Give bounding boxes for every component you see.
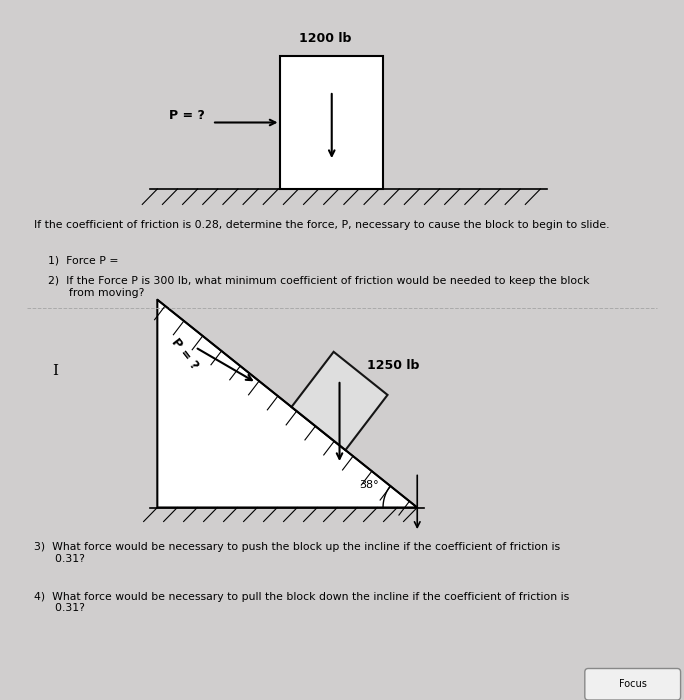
Text: 1200 lb: 1200 lb (299, 32, 351, 46)
Text: Focus: Focus (619, 679, 646, 689)
Text: 1250 lb: 1250 lb (367, 359, 419, 372)
Polygon shape (291, 352, 388, 450)
Text: P = ?: P = ? (169, 336, 201, 372)
Polygon shape (157, 300, 417, 507)
FancyBboxPatch shape (585, 668, 681, 700)
Text: 1)  Force P =: 1) Force P = (48, 256, 118, 265)
Text: 2)  If the Force P is 300 lb, what minimum coefficient of friction would be need: 2) If the Force P is 300 lb, what minimu… (48, 276, 590, 298)
Text: I: I (52, 364, 57, 378)
Text: 3)  What force would be necessary to push the block up the incline if the coeffi: 3) What force would be necessary to push… (34, 542, 560, 564)
Text: 38°: 38° (360, 480, 379, 490)
Text: 4)  What force would be necessary to pull the block down the incline if the coef: 4) What force would be necessary to pull… (34, 592, 570, 613)
Text: P = ?: P = ? (170, 109, 205, 122)
FancyBboxPatch shape (280, 56, 383, 189)
Text: If the coefficient of friction is 0.28, determine the force, P, necessary to cau: If the coefficient of friction is 0.28, … (34, 220, 609, 230)
